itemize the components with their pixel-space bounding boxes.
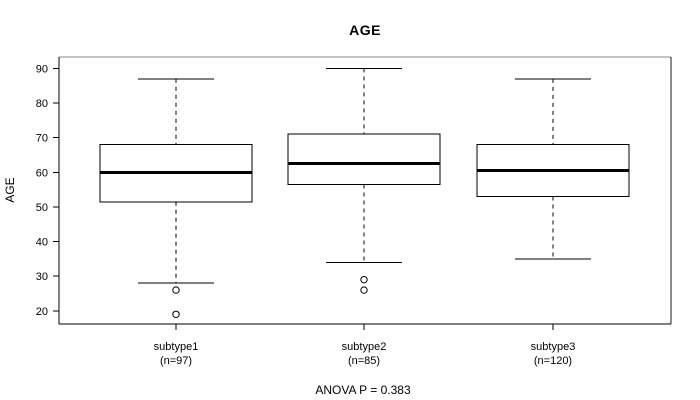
y-axis-tick-label: 70 <box>36 133 48 145</box>
y-axis-tick-label: 60 <box>36 167 48 179</box>
group-label: subtype1 <box>154 341 199 353</box>
y-axis-tick-label: 50 <box>36 202 48 214</box>
y-axis-tick-label: 30 <box>36 271 48 283</box>
iqr-box <box>287 133 441 185</box>
y-axis-tick-label: 90 <box>36 63 48 75</box>
outlier-point <box>360 275 368 284</box>
chart-title: AGE <box>349 22 381 38</box>
group-label: subtype2 <box>342 341 387 353</box>
group-label: subtype3 <box>531 341 576 353</box>
y-axis-tick-label: 20 <box>36 306 48 318</box>
anova-p-value: ANOVA P = 0.383 <box>315 383 411 397</box>
group-n-label: (n=97) <box>160 355 192 367</box>
group-n-label: (n=120) <box>534 355 572 367</box>
group-n-label: (n=85) <box>348 355 380 367</box>
outlier-point <box>172 286 180 294</box>
y-axis-tick-label: 80 <box>36 98 48 110</box>
outlier-point <box>360 286 368 294</box>
outlier-point <box>172 310 180 319</box>
y-axis-tick-label: 40 <box>36 237 48 249</box>
